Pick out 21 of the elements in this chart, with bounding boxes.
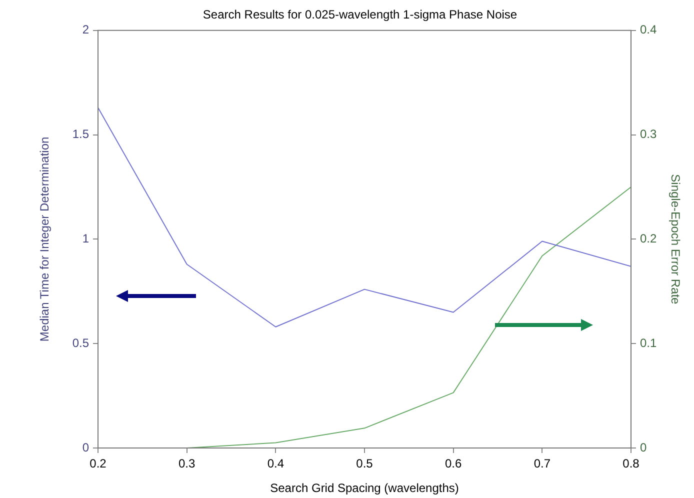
x-tick-label: 0.4 [267,456,284,471]
x-axis-title: Search Grid Spacing (wavelengths) [270,481,459,496]
x-tick-label: 0.2 [90,456,107,471]
y-tick-label: 1.5 [72,127,90,142]
y2-tick-label: 0.2 [640,232,658,246]
y-tick-label: 0.5 [72,336,90,350]
y2-axis-title: Single-Epoch Error Rate [668,174,682,305]
x-tick-label: 0.8 [622,456,640,471]
x-tick-label: 0.3 [178,456,196,471]
y-tick-label: 2 [82,22,90,37]
chart-title: Search Results for 0.025-wavelength 1-sigma Phase Noise [202,8,518,22]
y-axis-title: Median Time for Integer Determination [38,136,52,342]
y-tick-label: 0 [82,440,90,454]
y-tick-label: 1 [82,232,90,246]
y2-tick-label: 0 [640,440,647,454]
y2-tick-label: 0.3 [640,127,658,142]
x-tick-label: 0.5 [356,456,374,471]
x-tick-label: 0.6 [444,456,462,471]
y2-tick-label: 0.1 [640,336,658,350]
x-tick-label: 0.7 [534,456,551,471]
y2-tick-label: 0.4 [640,22,658,37]
